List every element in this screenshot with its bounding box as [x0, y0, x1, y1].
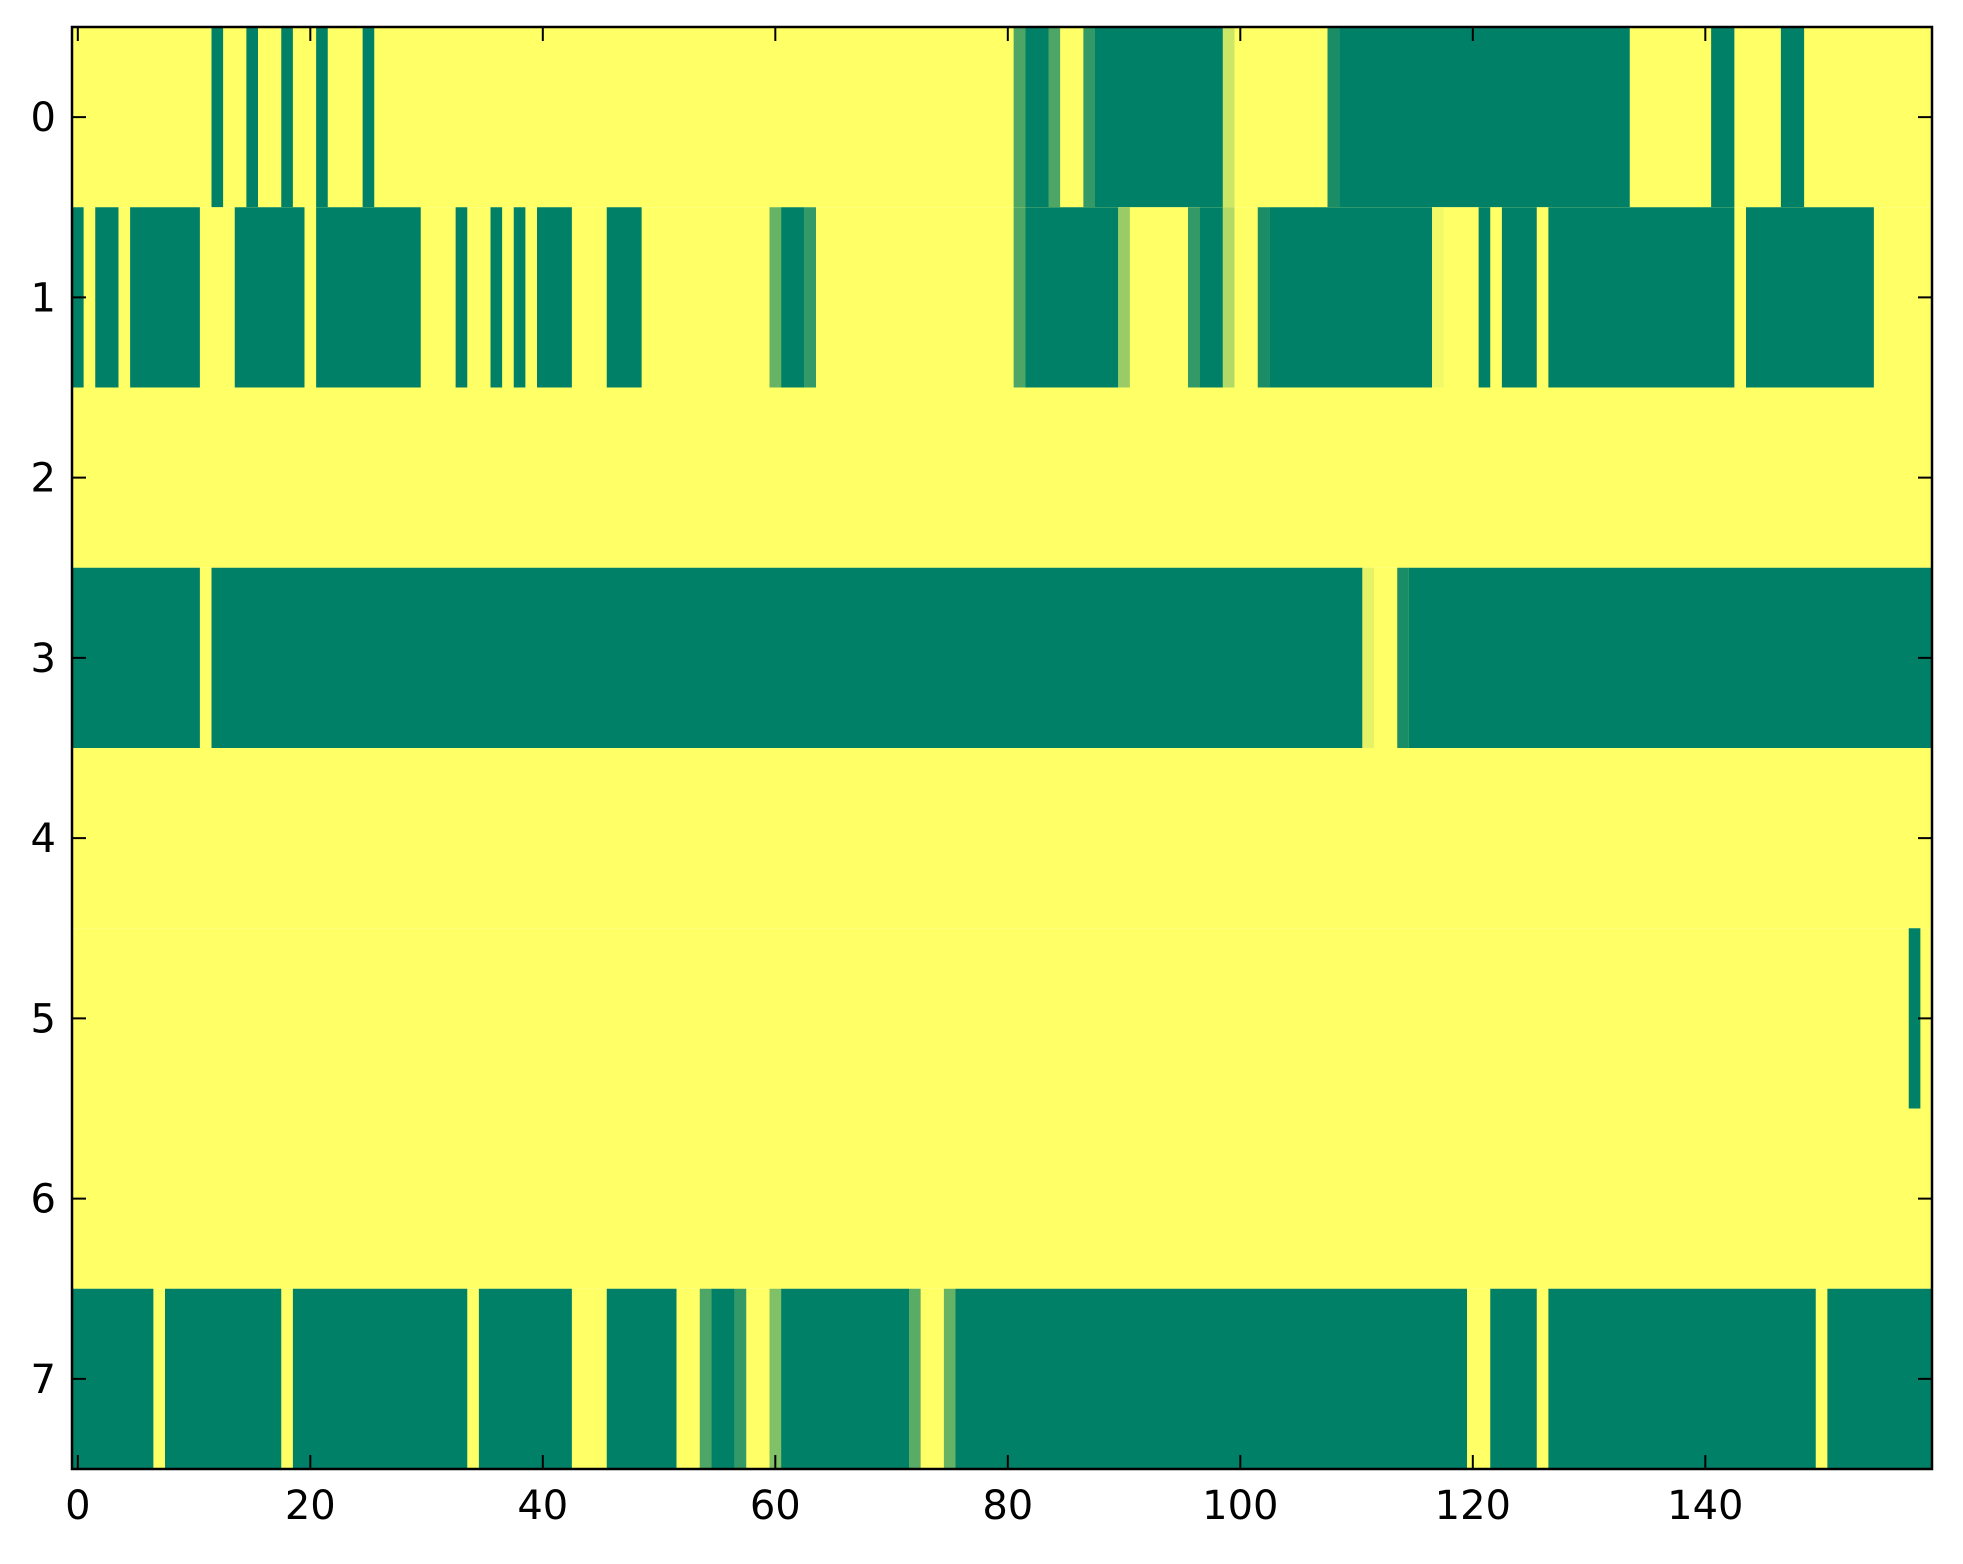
- heatmap-row-6: [72, 1108, 1932, 1289]
- x-tick-label: 0: [65, 1483, 90, 1529]
- heatmap-cell-row0-seg3: [316, 27, 328, 208]
- heatmap-row-4: [72, 748, 1932, 929]
- heatmap-cell-row7-seg8: [769, 1288, 782, 1469]
- heatmap-cell-row7-seg7: [734, 1288, 747, 1469]
- heatmap-cell-row7-seg15: [1827, 1288, 1932, 1469]
- heatmap-cell-row0-seg10: [1222, 27, 1235, 208]
- heatmap-cell-row1-seg23: [1501, 207, 1537, 388]
- y-tick-label: 2: [31, 456, 56, 502]
- heatmap-cell-row7-seg3: [478, 1288, 572, 1469]
- x-tick-label: 100: [1202, 1483, 1278, 1529]
- heatmap-cell-row0-seg9: [1095, 27, 1223, 208]
- x-tick-label: 40: [517, 1483, 568, 1529]
- x-tick-label: 140: [1667, 1483, 1743, 1529]
- y-tick-label: 3: [31, 636, 56, 682]
- heatmap-cell-row7-seg10: [909, 1288, 921, 1469]
- heatmap-cell-row1-seg2: [130, 207, 200, 388]
- heatmap-cell-row1-seg8: [537, 207, 572, 388]
- heatmap-cell-row7-seg6: [711, 1288, 735, 1469]
- heatmap-cell-row1-seg3: [234, 207, 305, 388]
- heatmap-cell-row0-seg7: [1048, 27, 1061, 208]
- heatmap-cell-row7-seg1: [165, 1288, 282, 1469]
- y-tick-label: 1: [31, 275, 56, 321]
- heatmap-cell-row3-seg4: [1408, 567, 1932, 748]
- heatmap-cell-row7-seg13: [1490, 1288, 1537, 1469]
- heatmap-cell-row0-seg13: [1711, 27, 1735, 208]
- heatmap-cell-row0-seg0: [211, 27, 224, 208]
- y-tick-label: 5: [31, 996, 56, 1042]
- heatmap-cell-row1-seg20: [1269, 207, 1433, 388]
- x-tick-label: 120: [1435, 1483, 1511, 1529]
- heatmap-cell-row7-seg9: [781, 1288, 909, 1469]
- heatmap-cell-row1-seg13: [1013, 207, 1026, 388]
- heatmap-cell-row7-seg4: [606, 1288, 677, 1469]
- heatmap-cell-row7-seg12: [955, 1288, 1467, 1469]
- heatmap-cell-row0-seg2: [281, 27, 293, 208]
- heatmap-cell-row1-seg10: [769, 207, 782, 388]
- heatmap-cell-row7-seg11: [943, 1288, 956, 1469]
- heatmap-cell-row7-seg14: [1548, 1288, 1816, 1469]
- heatmap-cell-row7-seg2: [292, 1288, 468, 1469]
- heatmap-cell-row1-seg17: [1199, 207, 1223, 388]
- heatmap-cell-row1-seg12: [804, 207, 816, 388]
- heatmap-cell-row0-seg12: [1339, 27, 1630, 208]
- heatmap-cell-row1-seg25: [1746, 207, 1874, 388]
- heatmap-cell-row1-seg11: [781, 207, 805, 388]
- heatmap-cell-row3-seg0: [72, 567, 200, 748]
- heatmap-cell-row1-seg9: [606, 207, 642, 388]
- heatmap-row-0: [72, 27, 1932, 208]
- x-tick-label: 20: [285, 1483, 336, 1529]
- heatmap-cell-row1-seg21: [1432, 207, 1444, 388]
- y-tick-label: 4: [31, 816, 56, 862]
- heatmap-cell-row1-seg7: [513, 207, 526, 388]
- axis-ticks: [72, 27, 1932, 1469]
- heatmap-cell-row3-seg2: [1362, 567, 1374, 748]
- x-tick-label: 60: [750, 1483, 801, 1529]
- heatmap-row-2: [72, 387, 1932, 568]
- heatmap-cell-row3-seg3: [1397, 567, 1409, 748]
- heatmap-cell-row1-seg18: [1222, 207, 1235, 388]
- y-tick-label: 0: [31, 95, 56, 141]
- axis-tick-labels: 0 20 40 60 80 100 120 140 0 1 2 3 4 5 6 7: [31, 95, 1744, 1529]
- heatmap-cell-row1-seg22: [1478, 207, 1491, 388]
- heatmap-cell-row0-seg1: [246, 27, 258, 208]
- heatmap-cell-row0-seg5: [1013, 27, 1026, 208]
- heatmap-cell-row0-seg4: [362, 27, 375, 208]
- heatmap-cell-row1-seg6: [490, 207, 503, 388]
- heatmap-cell-row1-seg14: [1025, 207, 1119, 388]
- heatmap-row-5: [72, 928, 1932, 1109]
- heatmap-cell-row0-seg14: [1780, 27, 1805, 208]
- heatmap-cell-row1-seg5: [455, 207, 468, 388]
- heatmap-cell-row5-seg0: [1908, 928, 1921, 1109]
- heatmap-cell-row0-seg11: [1327, 27, 1340, 208]
- plot-frame: [70, 25, 1934, 1471]
- heatmap-cell-row0-seg8: [1083, 27, 1095, 208]
- heatmap-cell-row1-seg4: [316, 207, 421, 388]
- heatmap-cell-row7-seg5: [699, 1288, 712, 1469]
- heatmap-cell-row1-seg1: [95, 207, 119, 388]
- heatmap-cell-row3-seg1: [211, 567, 1363, 748]
- heatmap-cell-row1-seg24: [1548, 207, 1735, 388]
- heatmap-cell-row1-seg16: [1188, 207, 1200, 388]
- y-tick-label: 7: [31, 1357, 56, 1403]
- heatmap-cell-row0-seg6: [1025, 27, 1049, 208]
- heatmap-cells: [72, 27, 1932, 1469]
- y-tick-label: 6: [31, 1177, 56, 1223]
- heatmap-cell-row1-seg15: [1118, 207, 1130, 388]
- heatmap-cell-row1-seg19: [1257, 207, 1270, 388]
- x-tick-label: 80: [982, 1483, 1033, 1529]
